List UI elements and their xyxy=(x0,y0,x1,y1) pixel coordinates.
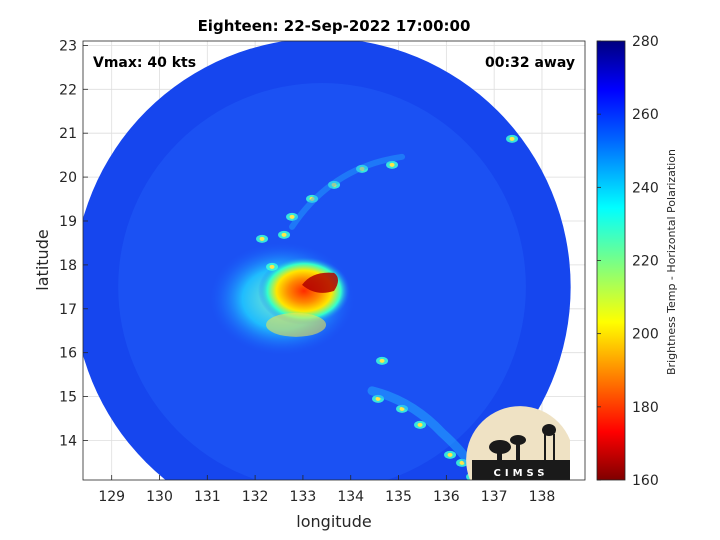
y-tick-label: 16 xyxy=(59,346,77,362)
y-tick-label: 15 xyxy=(59,390,77,406)
chart-title: Eighteen: 22-Sep-2022 17:00:00 xyxy=(198,17,471,35)
vmax-label: Vmax: 40 kts xyxy=(93,55,196,71)
y-tick-label: 20 xyxy=(59,170,77,186)
northern-rain-band xyxy=(289,153,406,230)
axis-ticks: 129 130 131 132 133 134 135 136 137 138 14 15 16 17 18… xyxy=(59,38,555,505)
x-tick-label: 138 xyxy=(529,489,556,505)
logo-text: CIMSS xyxy=(494,468,549,479)
y-tick-label: 23 xyxy=(59,38,77,54)
y-tick-label: 14 xyxy=(59,433,77,449)
x-tick-label: 130 xyxy=(146,489,173,505)
axes-frame xyxy=(82,40,586,481)
y-tick-label: 19 xyxy=(59,214,77,230)
rain-band-core xyxy=(331,182,337,187)
colorbar-label: Brightness Temp - Horizontal Polarizatio… xyxy=(665,149,678,375)
colorbar-tick-label: 240 xyxy=(632,180,659,196)
outer-rain-band xyxy=(367,386,477,472)
rain-band-core xyxy=(379,358,385,363)
y-axis-label: latitude xyxy=(33,229,52,290)
x-tick-label: 134 xyxy=(337,489,364,505)
y-tick-label: 17 xyxy=(59,302,77,318)
colorbar-tick-label: 160 xyxy=(632,473,659,489)
colorbar-tick-label: 220 xyxy=(632,254,659,270)
y-tick-label: 21 xyxy=(59,126,77,142)
colorbar-tick-label: 260 xyxy=(632,107,659,123)
x-tick-label: 135 xyxy=(385,489,412,505)
colorbar-tick-label: 200 xyxy=(632,327,659,343)
rain-band-core xyxy=(509,136,515,141)
x-axis-label: longitude xyxy=(296,512,371,531)
colorbar-tick-label: 280 xyxy=(632,34,659,50)
convection-cell xyxy=(266,312,327,337)
colorbar-ticks: 160 180 200 220 240 260 280 xyxy=(597,34,659,489)
rain-band-core xyxy=(309,196,315,201)
rain-band-cell xyxy=(256,515,268,523)
y-tick-label: 18 xyxy=(59,258,77,274)
x-tick-label: 131 xyxy=(194,489,221,505)
x-tick-label: 129 xyxy=(98,489,125,505)
colorbar-tick-label: 180 xyxy=(632,400,659,416)
x-tick-label: 137 xyxy=(481,489,508,505)
rain-band-core xyxy=(281,232,287,237)
rain-band-core xyxy=(260,517,265,521)
x-tick-label: 133 xyxy=(290,489,317,505)
cimss-logo: CIMSS xyxy=(466,406,570,480)
rain-band-core xyxy=(389,162,395,167)
rain-band-core xyxy=(417,422,423,427)
x-tick-label: 136 xyxy=(433,489,460,505)
rain-band-core xyxy=(289,214,295,219)
colorbar xyxy=(596,40,626,481)
rain-band-core xyxy=(359,166,365,171)
x-tick-label: 132 xyxy=(242,489,269,505)
rain-band-core xyxy=(269,264,275,269)
swath xyxy=(83,41,571,523)
y-tick-label: 22 xyxy=(59,82,77,98)
rain-bands xyxy=(210,134,519,523)
rain-band-core xyxy=(259,236,265,241)
rain-band-core xyxy=(375,396,381,401)
rain-band-core xyxy=(447,452,453,457)
time-away-label: 00:32 away xyxy=(485,55,575,71)
cold-core xyxy=(302,272,339,293)
